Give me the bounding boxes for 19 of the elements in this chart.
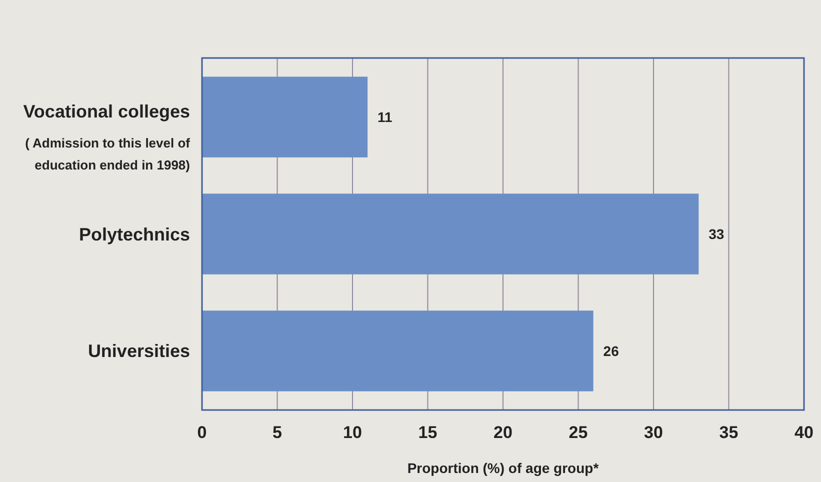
y-tick-label: Universities bbox=[88, 341, 190, 362]
x-tick-label: 0 bbox=[197, 423, 207, 442]
x-tick-label: 25 bbox=[568, 423, 588, 442]
x-axis-title: Proportion (%) of age group* bbox=[407, 460, 600, 476]
x-tick-label: 20 bbox=[494, 423, 512, 442]
x-tick-label: 30 bbox=[644, 423, 663, 442]
bar bbox=[202, 194, 699, 274]
data-label: 33 bbox=[708, 226, 724, 242]
data-label: 26 bbox=[603, 342, 620, 359]
x-tick-label: 10 bbox=[343, 423, 362, 442]
y-tick-label: Vocational colleges ( Admission to this level of education ended in 1998) bbox=[23, 101, 191, 173]
bar bbox=[202, 310, 594, 392]
x-tick-label: 15 bbox=[418, 423, 438, 442]
x-tick-label: 40 bbox=[794, 423, 814, 442]
x-tick-label: 5 bbox=[272, 423, 282, 442]
bar bbox=[202, 76, 368, 158]
data-label: 11 bbox=[378, 108, 393, 125]
x-tick-label: 35 bbox=[719, 423, 738, 442]
y-tick-label: Polytechnics bbox=[78, 224, 190, 244]
